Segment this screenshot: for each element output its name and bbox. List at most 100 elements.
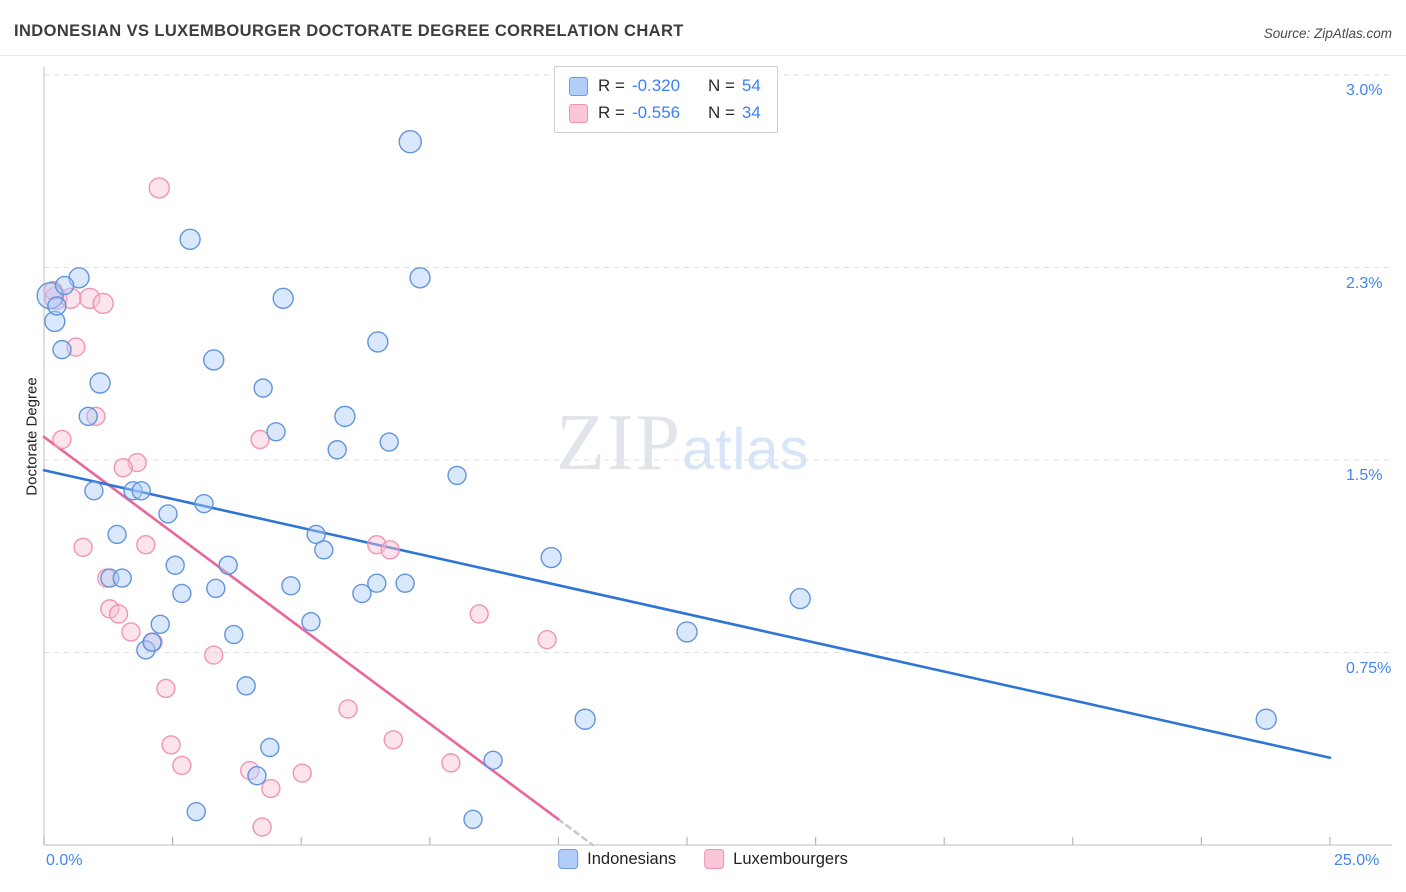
scatter-point-luxembourgers[interactable] xyxy=(380,540,400,560)
scatter-point-indonesians[interactable] xyxy=(52,339,72,360)
scatter-point-indonesians[interactable] xyxy=(398,130,422,154)
scatter-point-luxembourgers[interactable] xyxy=(73,537,93,557)
scatter-point-luxembourgers[interactable] xyxy=(92,292,114,315)
scatter-point-indonesians[interactable] xyxy=(314,540,334,560)
scatter-point-indonesians[interactable] xyxy=(112,568,132,588)
scatter-point-indonesians[interactable] xyxy=(179,228,201,250)
x-axis-min-label: 0.0% xyxy=(46,852,83,869)
scatter-point-luxembourgers[interactable] xyxy=(250,429,270,450)
scatter-point-indonesians[interactable] xyxy=(253,378,273,398)
scatter-point-luxembourgers[interactable] xyxy=(383,730,403,750)
y-tick-label: 2.3% xyxy=(1346,274,1383,292)
scatter-point-indonesians[interactable] xyxy=(107,524,127,545)
trend-line-indonesians xyxy=(42,468,1332,760)
scatter-point-indonesians[interactable] xyxy=(78,406,98,427)
scatter-point-indonesians[interactable] xyxy=(186,801,206,822)
scatter-point-indonesians[interactable] xyxy=(395,573,415,593)
scatter-point-indonesians[interactable] xyxy=(367,573,387,593)
scatter-point-indonesians[interactable] xyxy=(266,422,286,442)
scatter-point-indonesians[interactable] xyxy=(165,555,185,575)
scatter-point-indonesians[interactable] xyxy=(247,766,267,786)
watermark: ZIP atlas xyxy=(556,398,810,489)
scatter-point-indonesians[interactable] xyxy=(206,578,226,599)
y-tick-label: 3.0% xyxy=(1346,82,1383,99)
scatter-point-indonesians[interactable] xyxy=(203,349,225,371)
scatter-point-luxembourgers[interactable] xyxy=(292,763,312,783)
series-legend: Indonesians Luxembourgers xyxy=(558,849,848,869)
scatter-point-luxembourgers[interactable] xyxy=(108,604,129,624)
scatter-point-indonesians[interactable] xyxy=(379,432,399,452)
scatter-point-indonesians[interactable] xyxy=(47,296,67,316)
legend-item-indonesians: Indonesians xyxy=(558,849,676,869)
scatter-point-indonesians[interactable] xyxy=(158,504,178,524)
scatter-point-indonesians[interactable] xyxy=(463,809,483,830)
scatter-point-indonesians[interactable] xyxy=(409,267,431,289)
scatter-point-indonesians[interactable] xyxy=(224,624,244,645)
scatter-point-luxembourgers[interactable] xyxy=(261,778,281,799)
scatter-point-indonesians[interactable] xyxy=(123,481,143,501)
scatter-point-indonesians[interactable] xyxy=(84,481,104,501)
scatter-point-luxembourgers[interactable] xyxy=(161,735,181,755)
scatter-point-luxembourgers[interactable] xyxy=(252,817,272,837)
scatter-point-indonesians[interactable] xyxy=(281,576,301,596)
x-axis-max-label: 25.0% xyxy=(1334,852,1380,869)
scatter-point-indonesians[interactable] xyxy=(301,612,321,632)
scatter-point-indonesians[interactable] xyxy=(136,640,156,660)
scatter-point-indonesians[interactable] xyxy=(236,676,256,696)
scatter-point-indonesians[interactable] xyxy=(272,287,294,310)
scatter-point-indonesians[interactable] xyxy=(540,546,562,569)
r-value: -0.556 xyxy=(631,103,681,122)
scatter-point-indonesians[interactable] xyxy=(676,621,698,643)
scatter-point-indonesians[interactable] xyxy=(150,614,170,634)
correlation-row-luxembourgers: R = -0.556 N = 34 xyxy=(569,103,761,123)
scatter-point-luxembourgers[interactable] xyxy=(204,645,224,665)
scatter-point-indonesians[interactable] xyxy=(789,587,811,610)
scatter-point-luxembourgers[interactable] xyxy=(172,755,192,776)
scatter-point-indonesians[interactable] xyxy=(89,372,111,394)
scatter-point-indonesians[interactable] xyxy=(447,465,467,486)
scatter-point-indonesians[interactable] xyxy=(483,750,503,771)
scatter-point-indonesians[interactable] xyxy=(131,481,151,501)
scatter-point-indonesians[interactable] xyxy=(334,405,356,428)
scatter-point-luxembourgers[interactable] xyxy=(79,287,101,310)
scatter-point-luxembourgers[interactable] xyxy=(52,429,72,450)
scatter-point-indonesians[interactable] xyxy=(367,331,389,353)
scatter-point-indonesians[interactable] xyxy=(327,440,347,460)
scatter-point-indonesians[interactable] xyxy=(54,275,75,296)
r-label: R = xyxy=(598,76,625,95)
scatter-point-indonesians[interactable] xyxy=(260,737,280,758)
scatter-point-luxembourgers[interactable] xyxy=(469,604,489,624)
scatter-point-indonesians[interactable] xyxy=(142,632,162,652)
scatter-point-luxembourgers[interactable] xyxy=(148,177,170,199)
trend-line-luxembourgers xyxy=(42,435,560,821)
correlation-row-indonesians: R = -0.320 N = 54 xyxy=(569,76,761,96)
scatter-point-indonesians[interactable] xyxy=(218,555,238,575)
n-value: 34 xyxy=(741,103,761,122)
scatter-point-indonesians[interactable] xyxy=(574,708,596,730)
scatter-point-indonesians[interactable] xyxy=(352,583,372,604)
scatter-point-luxembourgers[interactable] xyxy=(537,629,557,650)
header: INDONESIAN VS LUXEMBOURGER DOCTORATE DEG… xyxy=(0,0,1406,56)
n-label: N = xyxy=(707,76,735,95)
indonesians-swatch-icon xyxy=(558,849,579,869)
scatter-point-indonesians[interactable] xyxy=(194,493,214,514)
scatter-point-luxembourgers[interactable] xyxy=(121,622,141,642)
legend-label-luxembourgers: Luxembourgers xyxy=(733,849,848,868)
scatter-point-luxembourgers[interactable] xyxy=(156,678,176,699)
scatter-point-indonesians[interactable] xyxy=(44,310,66,333)
y-axis-label: Doctorate Degree xyxy=(23,377,41,496)
scatter-point-indonesians[interactable] xyxy=(1255,708,1277,730)
legend-label-indonesians: Indonesians xyxy=(587,849,677,868)
scatter-point-indonesians[interactable] xyxy=(306,524,326,545)
scatter-point-luxembourgers[interactable] xyxy=(441,753,461,773)
trend-line-luxembourgers-extension xyxy=(557,818,595,847)
scatter-point-indonesians[interactable] xyxy=(172,583,192,604)
luxembourgers-swatch-icon xyxy=(704,849,725,869)
scatter-point-luxembourgers[interactable] xyxy=(136,535,156,555)
scatter-point-luxembourgers[interactable] xyxy=(338,699,358,719)
y-tick-label: 0.75% xyxy=(1346,659,1392,677)
scatter-point-luxembourgers[interactable] xyxy=(86,406,106,427)
scatter-point-luxembourgers[interactable] xyxy=(113,458,133,478)
indonesians-swatch-icon xyxy=(569,76,588,96)
